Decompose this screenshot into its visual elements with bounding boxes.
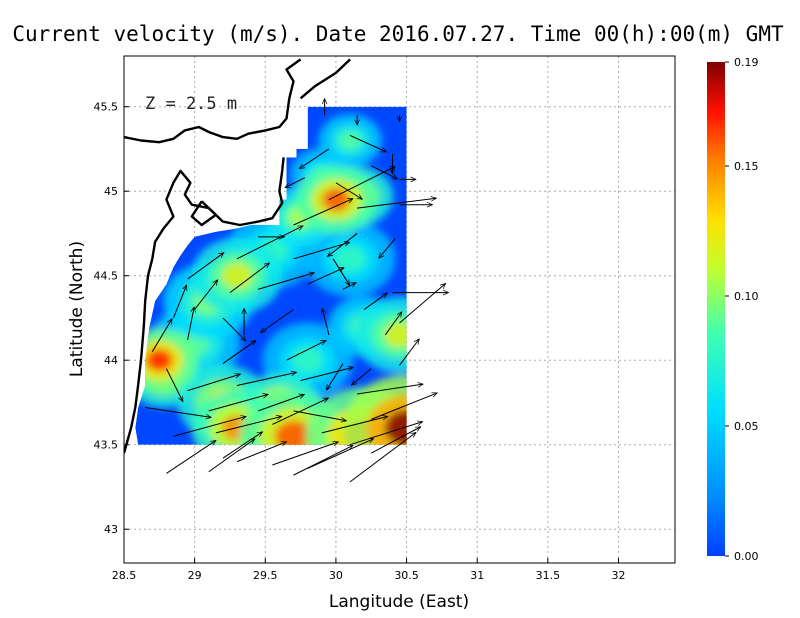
velocity-arrow: [371, 426, 421, 454]
coastline-segment: [190, 200, 217, 227]
velocity-arrow: [399, 339, 420, 366]
velocity-arrow: [236, 225, 303, 260]
y-tick-label: 45.5: [94, 101, 119, 114]
depth-annotation: Z = 2.5 m: [145, 94, 237, 114]
velocity-blob: [146, 349, 173, 372]
velocity-arrow: [165, 368, 184, 402]
velocity-arrow: [187, 374, 241, 392]
plot-frame: [123, 55, 676, 564]
velocity-arrow: [236, 442, 287, 463]
velocity-arrow: [307, 438, 374, 469]
velocity-arrow: [335, 182, 362, 200]
velocity-arrow: [145, 407, 211, 418]
x-axis-label: Langitude (East): [329, 592, 469, 612]
velocity-arrow: [293, 242, 350, 260]
velocity-arrow: [222, 317, 246, 341]
velocity-arrow: [285, 177, 306, 189]
colorbar-tick-label: 0.05: [734, 420, 759, 433]
velocity-arrow: [187, 307, 195, 341]
y-tick-label: 45: [104, 185, 118, 198]
velocity-arrow: [208, 439, 255, 473]
velocity-arrow: [351, 368, 372, 386]
x-tick-label: 30: [329, 569, 343, 582]
velocity-arrow: [261, 309, 294, 333]
velocity-arrow: [229, 263, 270, 294]
velocity-arrow: [307, 267, 344, 285]
velocity-arrow: [384, 312, 402, 336]
velocity-arrow: [173, 416, 246, 437]
velocity-arrow: [327, 233, 358, 256]
velocity-arrow: [293, 444, 353, 476]
velocity-arrow: [349, 432, 416, 483]
colorbar-ticks: 0.00 0.05 0.10 0.15 0.19: [725, 56, 759, 563]
velocity-arrow: [293, 410, 347, 421]
velocity-arrow: [272, 442, 338, 466]
colorbar: [707, 62, 725, 556]
velocity-arrow: [151, 319, 172, 353]
velocity-arrow: [172, 285, 186, 319]
velocity-arrow: [187, 253, 224, 280]
x-tick-label: 30.5: [394, 569, 419, 582]
velocity-arrow: [300, 367, 354, 381]
colorbar-tick-label: 0.19: [734, 56, 759, 69]
velocity-arrow: [222, 432, 263, 459]
velocity-arrow: [258, 394, 304, 412]
velocity-arrow: [299, 148, 330, 169]
coastline: [124, 58, 351, 454]
velocity-arrow: [222, 340, 256, 364]
coastline-segment: [124, 58, 302, 144]
chart-title: Current velocity (m/s). Date 2016.07.27.…: [12, 22, 784, 46]
x-ticks: 28.5 29 29.5 30 30.5 31 31.5 32: [112, 558, 625, 582]
velocity-arrow: [166, 440, 216, 474]
x-tick-label: 29.5: [253, 569, 278, 582]
velocity-arrow: [357, 198, 436, 209]
velocity-arrow: [371, 165, 397, 180]
velocity-arrow: [371, 393, 437, 420]
velocity-arrow: [349, 134, 386, 153]
x-tick-label: 31.5: [536, 569, 561, 582]
colorbar-tick-label: 0.15: [734, 160, 759, 173]
velocity-arrow: [349, 422, 423, 446]
velocity-arrow: [208, 394, 268, 412]
velocity-arrow: [342, 282, 356, 290]
velocity-blob: [292, 347, 324, 374]
x-tick-label: 32: [611, 569, 625, 582]
coastline-segment: [299, 58, 351, 100]
velocity-arrow: [379, 238, 396, 259]
x-tick-label: 31: [470, 569, 484, 582]
velocity-arrow: [321, 416, 388, 434]
y-tick-label: 44: [104, 354, 118, 367]
velocity-blob: [321, 187, 350, 212]
y-ticks: 43 43.5 44 44.5 45 45.5: [94, 101, 129, 536]
velocity-blob: [383, 321, 407, 348]
velocity-blob: [221, 262, 253, 289]
y-axis-label: Latitude (North): [67, 241, 87, 377]
colorbar-tick-label: 0.00: [734, 550, 759, 563]
velocity-arrow: [326, 363, 344, 390]
velocity-arrow: [194, 280, 218, 310]
velocity-arrow: [286, 339, 326, 361]
y-tick-label: 43.5: [94, 439, 119, 452]
velocity-arrow: [272, 397, 328, 425]
velocity-arrow: [258, 273, 314, 290]
velocity-blob: [339, 131, 361, 150]
velocity-arrow: [215, 416, 282, 434]
velocity-arrow: [236, 372, 296, 387]
velocity-arrow: [357, 384, 423, 395]
velocity-arrow: [363, 293, 387, 310]
y-tick-label: 43: [104, 523, 118, 536]
velocity-blob: [384, 409, 407, 445]
velocity-blob: [334, 245, 366, 272]
y-tick-label: 44.5: [94, 270, 119, 283]
x-tick-label: 29: [188, 569, 202, 582]
velocity-arrow: [293, 198, 353, 226]
velocity-arrow: [328, 166, 395, 201]
x-tick-label: 28.5: [112, 569, 137, 582]
velocity-arrow: [399, 283, 446, 324]
coastline-segment: [124, 157, 285, 454]
colorbar-tick-label: 0.10: [734, 290, 759, 303]
velocity-arrow: [322, 308, 330, 335]
velocity-vectors: [145, 99, 448, 483]
